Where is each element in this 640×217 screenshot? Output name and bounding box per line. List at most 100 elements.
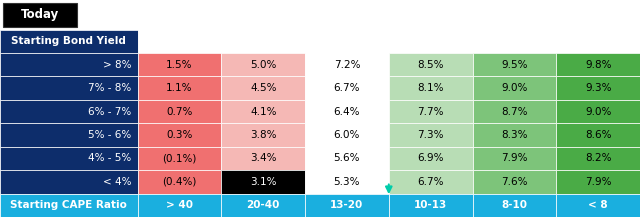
Text: 5.6%: 5.6%	[333, 153, 360, 163]
Bar	[388, 170, 472, 194]
Bar	[305, 194, 389, 217]
Text: > 8%: > 8%	[102, 60, 131, 70]
Text: 4.1%: 4.1%	[250, 107, 276, 117]
Bar	[138, 147, 221, 170]
Bar	[305, 76, 389, 100]
Bar	[472, 100, 556, 123]
Text: 7.3%: 7.3%	[417, 130, 444, 140]
Text: Today: Today	[21, 8, 59, 21]
Text: 6.7%: 6.7%	[417, 177, 444, 187]
Text: 7.9%: 7.9%	[585, 177, 611, 187]
Text: Starting Bond Yield: Starting Bond Yield	[12, 36, 126, 46]
Text: 4% - 5%: 4% - 5%	[88, 153, 131, 163]
Text: 6.9%: 6.9%	[417, 153, 444, 163]
Bar	[472, 194, 556, 217]
Bar	[305, 123, 389, 147]
Bar	[472, 147, 556, 170]
Text: 6.4%: 6.4%	[333, 107, 360, 117]
Bar	[556, 147, 640, 170]
Bar	[221, 147, 305, 170]
Bar	[305, 170, 389, 194]
Text: 8.1%: 8.1%	[417, 83, 444, 93]
Text: 8.3%: 8.3%	[501, 130, 527, 140]
Bar	[472, 170, 556, 194]
Bar	[388, 30, 472, 53]
Bar	[138, 76, 221, 100]
Text: 7.6%: 7.6%	[501, 177, 527, 187]
Text: 8-10: 8-10	[501, 200, 527, 210]
Bar	[0, 76, 138, 100]
Bar	[388, 100, 472, 123]
Bar	[0, 123, 138, 147]
Text: < 4%: < 4%	[102, 177, 131, 187]
Text: 9.8%: 9.8%	[585, 60, 611, 70]
Bar	[556, 194, 640, 217]
Bar	[305, 30, 389, 53]
Bar	[0, 194, 138, 217]
Text: 3.8%: 3.8%	[250, 130, 276, 140]
Bar	[221, 100, 305, 123]
Text: 9.3%: 9.3%	[585, 83, 611, 93]
Bar	[388, 53, 472, 76]
Text: 8.2%: 8.2%	[585, 153, 611, 163]
Bar	[221, 123, 305, 147]
Bar	[221, 194, 305, 217]
Bar	[305, 147, 389, 170]
Bar	[388, 194, 472, 217]
Text: 5.3%: 5.3%	[333, 177, 360, 187]
Bar	[138, 53, 221, 76]
Bar	[556, 53, 640, 76]
Text: 6% - 7%: 6% - 7%	[88, 107, 131, 117]
Bar	[472, 123, 556, 147]
Text: 8.6%: 8.6%	[585, 130, 611, 140]
Bar	[388, 123, 472, 147]
Bar	[138, 100, 221, 123]
Bar	[138, 123, 221, 147]
Text: 8.7%: 8.7%	[501, 107, 527, 117]
Bar	[221, 30, 305, 53]
Bar	[388, 147, 472, 170]
Bar	[138, 30, 221, 53]
Bar	[388, 76, 472, 100]
Bar	[221, 170, 305, 194]
Bar	[0, 30, 138, 53]
Bar	[472, 30, 556, 53]
Bar	[138, 170, 221, 194]
Bar	[556, 76, 640, 100]
Text: 3.4%: 3.4%	[250, 153, 276, 163]
Text: 20-40: 20-40	[246, 200, 280, 210]
Text: 1.1%: 1.1%	[166, 83, 193, 93]
Text: 3.1%: 3.1%	[250, 177, 276, 187]
Bar	[138, 194, 221, 217]
Text: 6.0%: 6.0%	[333, 130, 360, 140]
Text: (0.1%): (0.1%)	[163, 153, 196, 163]
Text: > 40: > 40	[166, 200, 193, 210]
Text: 6.7%: 6.7%	[333, 83, 360, 93]
Text: 10-13: 10-13	[414, 200, 447, 210]
Bar	[0, 100, 138, 123]
Bar	[0, 53, 138, 76]
Bar	[221, 76, 305, 100]
Text: 4.5%: 4.5%	[250, 83, 276, 93]
Bar	[3, 3, 77, 26]
Text: 9.0%: 9.0%	[501, 83, 527, 93]
Bar	[556, 170, 640, 194]
Text: 1.5%: 1.5%	[166, 60, 193, 70]
Bar	[305, 100, 389, 123]
Text: 5% - 6%: 5% - 6%	[88, 130, 131, 140]
Text: 7% - 8%: 7% - 8%	[88, 83, 131, 93]
Text: 13-20: 13-20	[330, 200, 364, 210]
Text: 8.5%: 8.5%	[417, 60, 444, 70]
Bar	[0, 147, 138, 170]
Text: < 8: < 8	[588, 200, 608, 210]
Text: 7.2%: 7.2%	[333, 60, 360, 70]
Bar	[472, 76, 556, 100]
Text: 9.0%: 9.0%	[585, 107, 611, 117]
Text: (0.4%): (0.4%)	[163, 177, 196, 187]
Text: Starting CAPE Ratio: Starting CAPE Ratio	[10, 200, 127, 210]
Bar	[556, 123, 640, 147]
Bar	[472, 53, 556, 76]
Bar	[0, 170, 138, 194]
Bar	[556, 30, 640, 53]
Bar	[221, 53, 305, 76]
